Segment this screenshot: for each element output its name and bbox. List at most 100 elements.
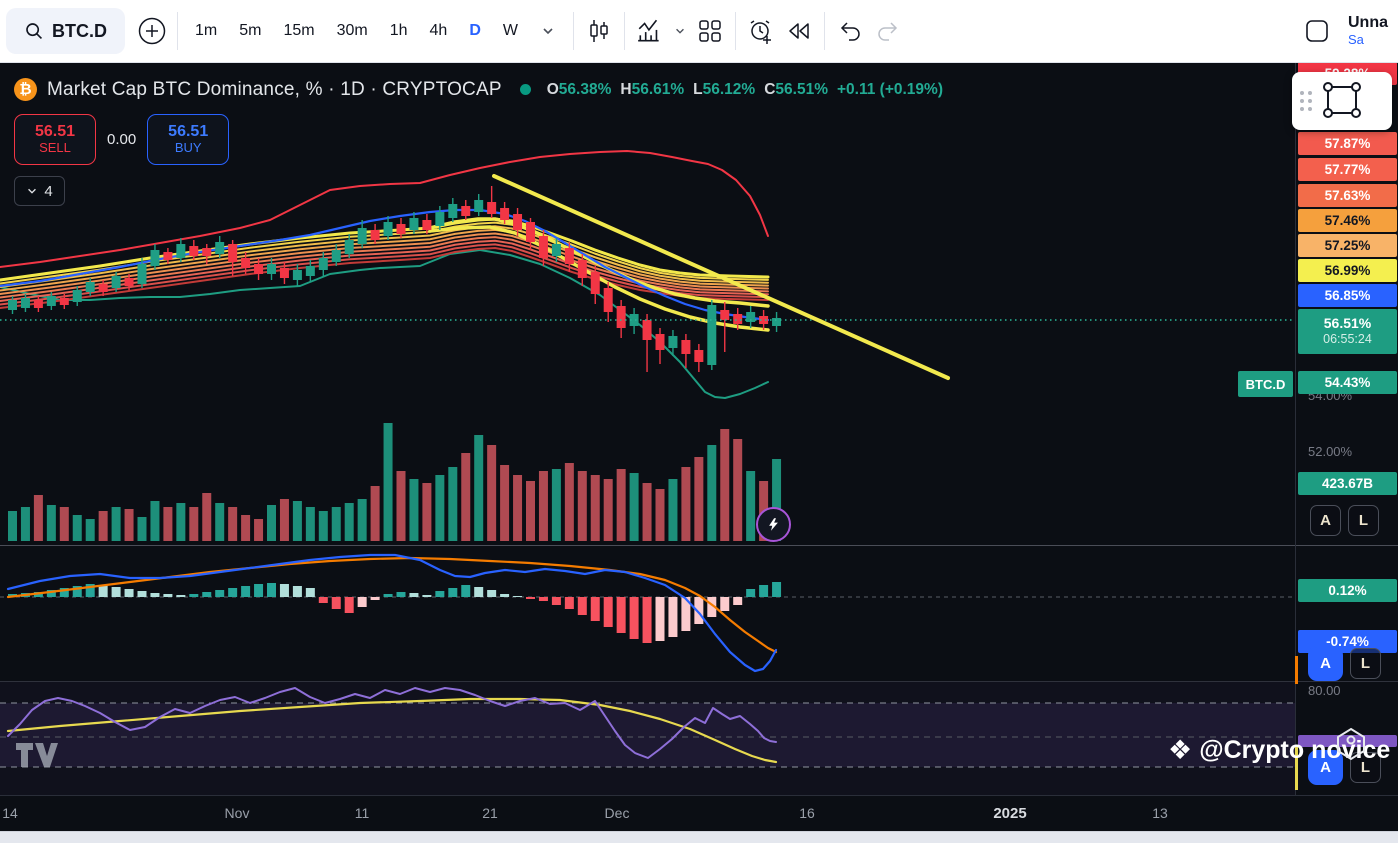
price-label: 57.87% [1298,132,1397,155]
sell-button[interactable]: 56.51 SELL [14,114,96,165]
current-price-label: 56.51% 06:55:24 [1298,309,1397,354]
toolbar-divider [623,12,625,50]
price-label: 0.12% [1298,579,1397,602]
chart-legend[interactable]: ₿ Market Cap BTC Dominance, % · 1D · CRY… [14,78,943,101]
chart-style-candles-icon[interactable] [580,12,618,50]
sell-price: 56.51 [34,122,76,140]
chart-title[interactable]: Market Cap BTC Dominance, % · 1D · CRYPT… [47,78,502,100]
legend-collapse-chip[interactable]: 4 [14,176,65,206]
timeframe-1m[interactable]: 1m [195,22,218,39]
price-label: 57.63% [1298,184,1397,207]
drag-handle-icon[interactable] [1292,81,1318,121]
time-label: 13 [1152,805,1168,821]
time-label: 14 [2,805,18,821]
time-label: Dec [604,805,630,821]
undo-icon[interactable] [831,12,869,50]
time-axis[interactable]: 14 Nov 11 21 Dec 16 2025 13 [0,795,1398,832]
tradingview-logo[interactable] [14,740,58,770]
toolbar-divider [177,12,178,50]
watermark: ❖ @Crypto novice [1168,736,1390,765]
spread-value: 0.00 [107,131,137,148]
timeframe-1h[interactable]: 1h [389,22,408,39]
toolbar-divider [823,12,825,50]
chart-area[interactable]: ₿ Market Cap BTC Dominance, % · 1D · CRY… [0,62,1398,832]
price-label: 423.67B [1298,472,1397,495]
toolbar-right-group: Unna Sa [1298,0,1398,62]
indicators-icon[interactable] [631,12,669,50]
price-label: 57.77% [1298,158,1397,181]
timeframe-row: 1m 5m 15m 30m 1h 4h D W [184,12,529,50]
sell-label: SELL [39,140,71,156]
ohlc-h: H56.61% [620,80,685,98]
bottom-toolbar-strip [0,831,1398,843]
timeframe-chevron-icon[interactable] [529,12,567,50]
time-label: 16 [799,805,815,821]
chevron-down-icon [28,188,37,194]
symbol-name: BTC.D [52,20,107,41]
indicators-chevron-icon[interactable] [669,12,691,50]
time-label: Nov [224,805,250,821]
price-label: 54.43% [1298,371,1397,394]
ohlc-c: C56.51% [764,80,828,98]
bitcoin-icon: ₿ [14,78,37,101]
timeframe-4h[interactable]: 4h [429,22,448,39]
timeframe-D[interactable]: D [469,22,481,39]
ohlc-values: O56.38% H56.61% L56.12% C56.51% +0.11 (+0.19… [547,81,943,99]
axis-tick: 52.00% [1308,444,1353,459]
price-label: 56.99% [1298,259,1397,282]
pane-separator[interactable] [0,681,1398,682]
hexagon-badge-icon [1337,727,1365,761]
floating-drawing-toolbar[interactable] [1292,72,1392,130]
boost-lightning-icon[interactable] [756,507,791,542]
macd-orange-value-tick [1295,656,1298,684]
price-label: 56.85% [1298,284,1397,307]
save-link[interactable]: Sa [1348,31,1364,47]
buy-label: BUY [174,140,202,156]
trade-panel: 56.51 SELL 0.00 56.51 BUY [14,114,230,165]
layout-title: Unna [1348,14,1388,32]
buy-button[interactable]: 56.51 BUY [147,114,230,165]
price-label: 57.46% [1298,209,1397,232]
timeframe-15m[interactable]: 15m [283,22,315,39]
symbol-price-flag: BTC.D [1238,371,1293,397]
selection-rectangle-icon[interactable] [1318,79,1366,123]
time-label: 21 [482,805,498,821]
log-scale-button[interactable]: L [1348,505,1379,536]
auto-scale-button[interactable]: A [1310,505,1341,536]
axis-tick: 80.00 [1308,683,1341,698]
log-scale-button[interactable]: L [1350,648,1381,679]
buy-price: 56.51 [168,122,209,140]
time-label: 2025 [993,805,1027,822]
auto-scale-button[interactable]: A [1308,750,1343,785]
chart-canvas[interactable] [0,62,1295,795]
timeframe-W[interactable]: W [502,22,518,39]
ohlc-l: L56.12% [693,80,756,98]
auto-log-group-main: A L [1310,505,1379,536]
auto-log-group-macd: A L [1308,646,1381,681]
watermark-text: @Crypto novice [1199,736,1391,764]
timeframe-30m[interactable]: 30m [336,22,368,39]
price-label: 57.25% [1298,234,1397,257]
toolbar-divider [734,12,736,50]
layout-name-block[interactable]: Unna Sa [1348,14,1398,47]
market-status-dot[interactable] [519,84,531,95]
bar-replay-icon[interactable] [780,12,818,50]
price-axis[interactable]: 54.00%52.00%80.0059.28%57.87%57.77%57.63… [1295,62,1398,795]
indicator-count: 4 [44,182,53,200]
pane-separator[interactable] [0,545,1398,546]
toolbar-divider [572,12,574,50]
timeframe-5m[interactable]: 5m [239,22,262,39]
auto-scale-button[interactable]: A [1308,646,1343,681]
diamond-logo-icon: ❖ [1168,735,1193,765]
top-toolbar: BTC.D 1m 5m 15m 30m 1h 4h D W [0,0,1398,63]
redo-icon[interactable] [869,12,907,50]
change-value: +0.11 (+0.19%) [836,80,943,98]
compare-add-icon[interactable] [133,12,171,50]
alert-clock-icon[interactable] [742,12,780,50]
symbol-search-button[interactable]: BTC.D [6,8,125,54]
layout-grid-icon[interactable] [691,12,729,50]
layout-thumbnail-icon[interactable] [1298,12,1336,50]
time-label: 11 [354,805,370,821]
ohlc-o: O56.38% [546,80,612,98]
